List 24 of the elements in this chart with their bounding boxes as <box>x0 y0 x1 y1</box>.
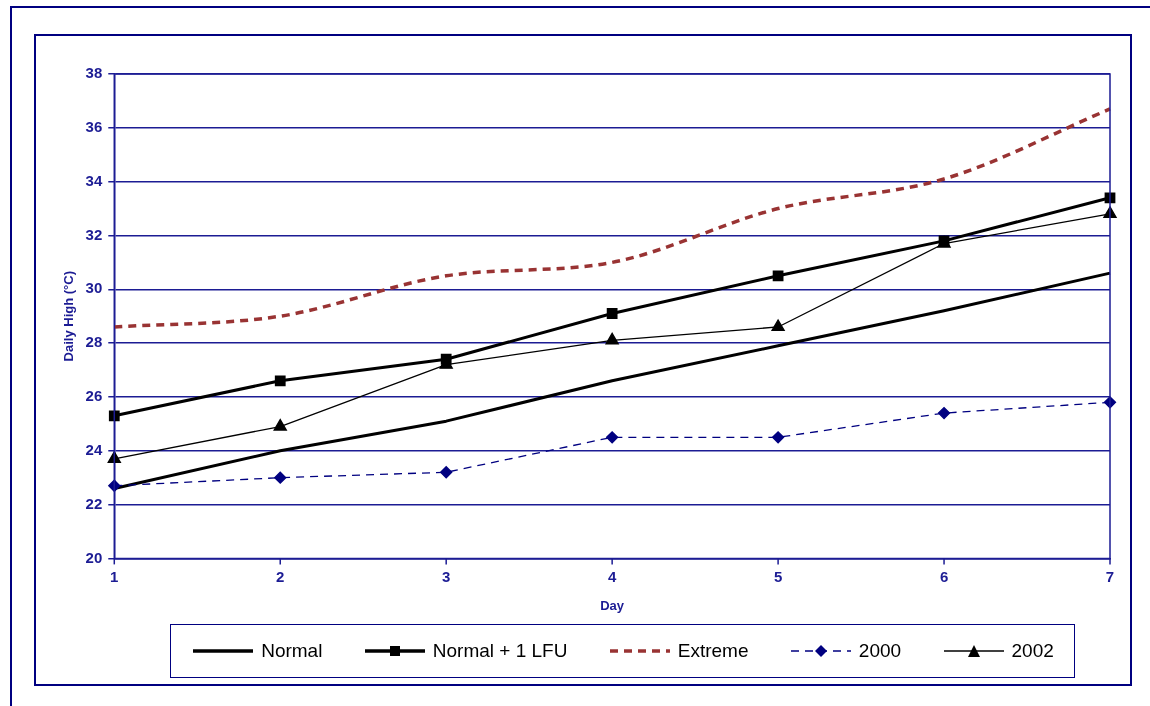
x-axis-title: Day <box>600 597 625 613</box>
x-tick-label: 1 <box>110 568 119 586</box>
y-tick-label: 22 <box>85 494 103 512</box>
x-tick-label: 7 <box>1105 568 1115 586</box>
legend-label: Normal <box>261 640 323 662</box>
x-tick-label: 5 <box>773 568 783 586</box>
y-tick-label: 24 <box>85 440 103 458</box>
legend-label: Extreme <box>677 640 749 662</box>
y-tick-label: 38 <box>85 64 103 82</box>
y-tick-label: 34 <box>85 171 103 189</box>
y-tick-label: 28 <box>85 333 103 351</box>
y-tick-label: 32 <box>85 225 103 243</box>
y-tick-label: 36 <box>85 117 103 135</box>
legend-label: Normal + 1 LFU <box>432 640 568 662</box>
y-tick-label: 26 <box>85 387 103 405</box>
legend-label: 2002 <box>1011 640 1054 662</box>
x-tick-label: 3 <box>442 568 451 586</box>
x-tick-label: 6 <box>939 568 949 586</box>
y-tick-label: 20 <box>85 548 103 566</box>
x-tick-label: 4 <box>607 568 617 586</box>
legend-label: 2000 <box>858 640 902 662</box>
y-axis-title: Daily High (°C) <box>61 270 77 362</box>
y-tick-label: 30 <box>85 279 103 297</box>
x-tick-label: 2 <box>276 568 285 586</box>
